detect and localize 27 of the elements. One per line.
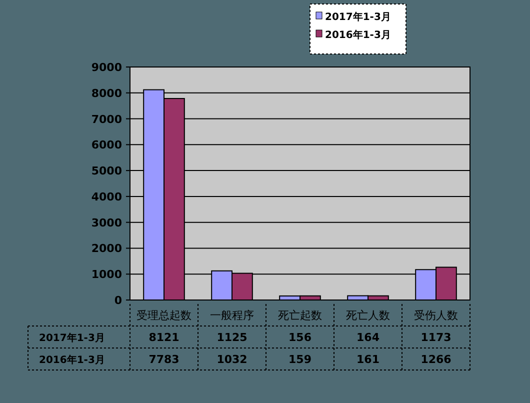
data-label: 8121 <box>148 331 180 344</box>
y-tick-label: 2000 <box>91 242 122 256</box>
y-tick-label: 3000 <box>91 216 122 230</box>
y-tick-label: 5000 <box>91 164 122 178</box>
data-label: 1125 <box>216 331 248 344</box>
x-tick-label: 一般程序 <box>210 309 254 322</box>
y-tick-label: 6000 <box>91 138 122 152</box>
data-table: 受理总起数 一般程序 死亡起数 死亡人数 受伤人数 2017年1-3月 8121 1125 156 164 1173 2016年1-3月 7783 1032 159 161 1266 <box>28 304 470 370</box>
x-tick-label: 受伤人数 <box>414 309 458 322</box>
x-tick-label: 受理总起数 <box>136 309 192 322</box>
data-label: 164 <box>356 331 380 344</box>
y-tick-label: 4000 <box>91 190 122 204</box>
data-label: 161 <box>356 353 380 366</box>
y-tick-label: 7000 <box>91 112 122 126</box>
data-label: 1032 <box>216 353 248 366</box>
data-label: 1266 <box>420 353 452 366</box>
legend-label: 2016年1-3月 <box>325 29 391 41</box>
y-tick-label: 8000 <box>91 86 122 100</box>
x-tick-label: 死亡起数 <box>278 309 322 322</box>
data-label: 1173 <box>420 331 452 344</box>
legend-label: 2017年1-3月 <box>325 11 391 23</box>
data-label: 7783 <box>148 353 180 366</box>
x-tick-label: 死亡人数 <box>346 309 390 322</box>
data-label: 159 <box>288 353 312 366</box>
y-tick-label: 1000 <box>91 268 122 282</box>
data-label: 156 <box>288 331 312 344</box>
y-tick-label: 9000 <box>91 61 122 74</box>
